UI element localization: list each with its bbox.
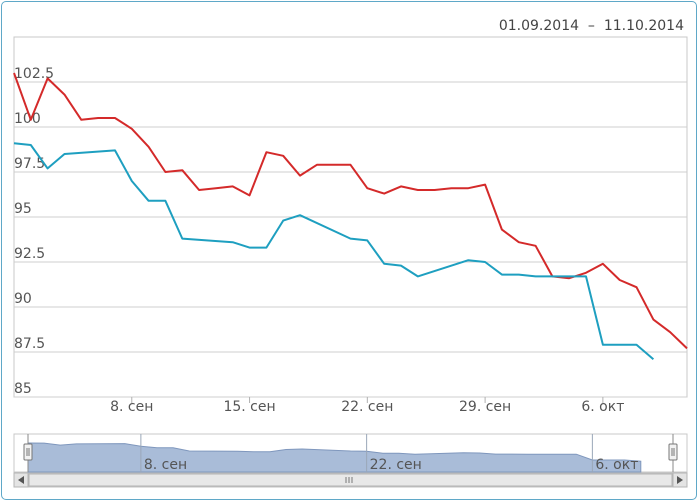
navigator-series-area [27,442,642,473]
y-tick-label: 97.5 [14,156,45,172]
y-tick-label: 102.5 [14,66,54,82]
x-tick-label: 29. сен [459,399,511,415]
navigator[interactable]: 8. сен 22. сен 6. окт [13,433,688,488]
scrollbar-thumb[interactable] [28,473,673,487]
plot-area: 85 87.5 90 92.5 95 97.5 100 102.5 8. сен 15. сен 2… [13,36,688,415]
y-tick-label: 92.5 [14,246,45,262]
range-end: 11.10.2014 [603,18,684,34]
y-tick-label: 100 [14,111,41,127]
y-tick-label: 95 [14,201,32,217]
date-range-label: 01.09.2014 – 11.10.2014 [499,18,684,34]
navigator-handle-right[interactable] [668,443,678,461]
x-tick-label: 8. сен [110,399,153,415]
x-tick-label: 22. сен [341,399,393,415]
y-tick-label: 87.5 [14,336,45,352]
navigator-tick-label: 22. сен [370,457,422,473]
navigator-tick-label: 6. окт [595,457,638,473]
x-tick-label: 15. сен [223,399,275,415]
navigator-handle-left[interactable] [23,443,33,461]
y-tick-label: 85 [14,381,32,397]
scrollbar-left-button[interactable] [13,472,29,488]
x-tick-label: 6. окт [581,399,624,415]
range-start: 01.09.2014 [498,18,580,34]
navigator-tick-label: 8. сен [144,457,187,473]
range-separator: – [587,18,595,34]
scrollbar-right-button[interactable] [672,472,688,488]
series-line-1 [13,142,655,360]
y-tick-label: 90 [14,291,32,307]
